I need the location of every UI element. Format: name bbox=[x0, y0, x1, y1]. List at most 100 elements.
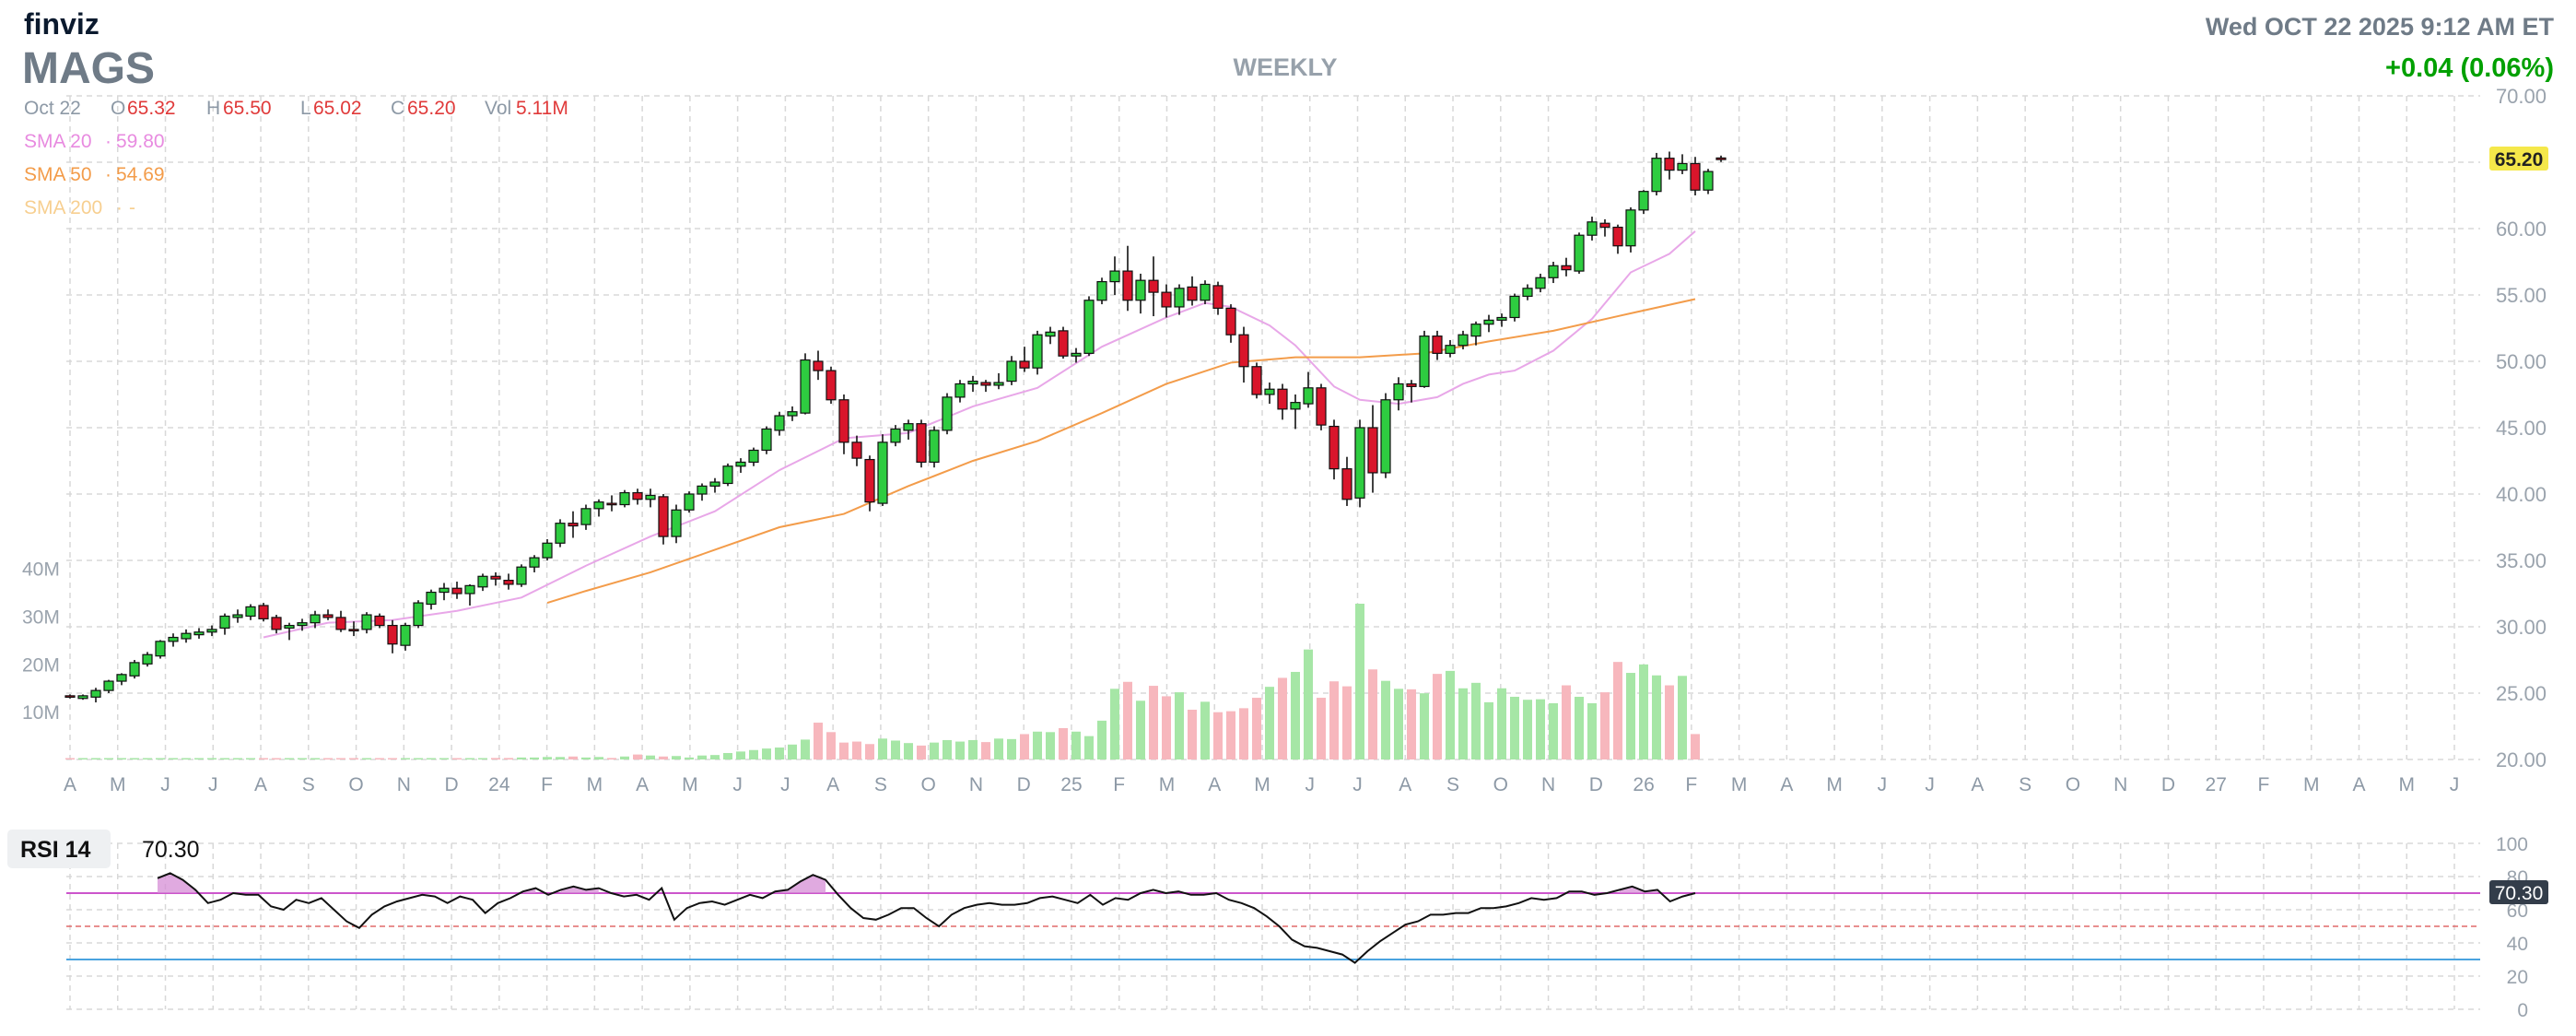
rsi-tick-label: 0 bbox=[2517, 1000, 2528, 1021]
candle-body bbox=[1496, 316, 1507, 321]
candle-body bbox=[838, 399, 849, 443]
rsi-value-tag-box bbox=[2489, 880, 2548, 904]
volume-bar bbox=[1265, 687, 1274, 759]
volume-bar bbox=[839, 742, 849, 759]
time-tick-label: N bbox=[397, 774, 411, 795]
candle-body bbox=[297, 622, 308, 627]
volume-bar bbox=[1071, 731, 1081, 759]
datetime-label: Wed OCT 22 2025 9:12 AM ET bbox=[2206, 13, 2555, 41]
candle-body bbox=[1445, 345, 1456, 354]
volume-bar bbox=[310, 758, 320, 759]
candle-body bbox=[90, 689, 101, 698]
time-tick-label: J bbox=[1925, 774, 1935, 795]
candle-body bbox=[1109, 270, 1120, 283]
time-tick-label: N bbox=[969, 774, 983, 795]
volume-bar bbox=[259, 758, 268, 759]
volume-bar bbox=[1407, 689, 1416, 759]
volume-bar bbox=[1497, 688, 1506, 759]
candle-body bbox=[1200, 283, 1211, 301]
volume-bar bbox=[181, 758, 191, 759]
candle-body bbox=[864, 458, 875, 503]
rsi-label[interactable]: RSI 14 bbox=[20, 837, 91, 863]
last-price-tag: 65.20 bbox=[2489, 147, 2548, 171]
rsi-label-box[interactable] bbox=[7, 830, 111, 868]
volume-bar bbox=[1097, 720, 1107, 759]
candle-body bbox=[1380, 399, 1391, 474]
time-tick-label: M bbox=[1731, 774, 1748, 795]
candle-body bbox=[1135, 279, 1146, 301]
candle-body bbox=[606, 502, 617, 506]
time-tick-label: S bbox=[302, 774, 315, 795]
volume-bar bbox=[736, 751, 745, 759]
volume-bar bbox=[233, 758, 242, 759]
volume-bar bbox=[620, 756, 629, 759]
timeframe-label[interactable]: WEEKLY bbox=[1233, 53, 1337, 81]
candle-body bbox=[1470, 324, 1481, 337]
candle-body bbox=[1612, 226, 1623, 247]
price-grid bbox=[66, 95, 2480, 760]
candle-body bbox=[258, 605, 269, 619]
volume-bar bbox=[117, 758, 126, 759]
candle-body bbox=[942, 396, 953, 431]
volume-bar bbox=[1381, 680, 1390, 759]
candle-body bbox=[168, 636, 179, 642]
candle-body bbox=[1264, 388, 1275, 395]
volume-bar bbox=[1420, 693, 1429, 759]
volume-bar bbox=[220, 758, 229, 759]
candle-body bbox=[1225, 307, 1236, 336]
volume-bar bbox=[504, 758, 513, 759]
high-value: 65.50 bbox=[223, 98, 272, 119]
candle-body bbox=[1367, 427, 1378, 474]
candle-body bbox=[1303, 387, 1314, 405]
sma200-label[interactable]: SMA 200 bbox=[24, 197, 102, 218]
volume-bar bbox=[78, 758, 88, 759]
rsi-overbought-area bbox=[775, 875, 826, 893]
volume-bar bbox=[1484, 701, 1493, 759]
candle-body bbox=[1625, 209, 1636, 247]
candle-body bbox=[1535, 277, 1546, 289]
sma50-line bbox=[546, 298, 1696, 605]
time-tick-label: J bbox=[208, 774, 218, 795]
time-tick-label: O bbox=[921, 774, 936, 795]
candle-body bbox=[1058, 330, 1069, 357]
rsi-value-tag: 70.30 bbox=[2495, 883, 2544, 904]
candle-body bbox=[400, 624, 411, 646]
sma50-label[interactable]: SMA 50 bbox=[24, 164, 92, 185]
candle-body bbox=[451, 587, 463, 595]
candle-body bbox=[580, 508, 591, 525]
volume-bar bbox=[685, 757, 694, 759]
open-label: O bbox=[111, 98, 125, 119]
time-tick-label: 25 bbox=[1060, 774, 1082, 795]
volume-bar bbox=[697, 755, 707, 759]
candle-body bbox=[129, 662, 140, 677]
candle-body bbox=[426, 591, 437, 606]
volume-bar bbox=[943, 739, 952, 759]
ticker-symbol: MAGS bbox=[22, 44, 155, 93]
close-value: 65.20 bbox=[407, 98, 456, 119]
volume-tick-label: 40M bbox=[22, 559, 60, 581]
time-tick-label: A bbox=[2352, 774, 2365, 795]
candlesticks bbox=[64, 151, 1727, 703]
rsi-tick-label: 20 bbox=[2507, 967, 2528, 988]
volume-bar bbox=[336, 758, 345, 759]
volume-bar bbox=[439, 758, 449, 759]
time-tick-label: O bbox=[1493, 774, 1508, 795]
volume-bar bbox=[1226, 711, 1235, 759]
volume-bar bbox=[1691, 734, 1700, 759]
candle-body bbox=[748, 449, 759, 464]
volume-bar bbox=[272, 758, 281, 759]
volume-tick-label: 30M bbox=[22, 606, 60, 628]
candle-body bbox=[761, 428, 772, 452]
volume-bar bbox=[478, 758, 487, 759]
price-tick-label: 25.00 bbox=[2496, 682, 2547, 705]
candle-body bbox=[529, 557, 540, 568]
volume-bar bbox=[1046, 732, 1055, 759]
volume-bar bbox=[852, 741, 861, 759]
low-value: 65.02 bbox=[313, 98, 362, 119]
sma20-label[interactable]: SMA 20 bbox=[24, 131, 92, 152]
volume-bar bbox=[1342, 686, 1352, 759]
rsi-tick-label: 60 bbox=[2507, 901, 2528, 922]
finviz-logo[interactable]: finviz bbox=[24, 7, 100, 41]
open-value: 65.32 bbox=[127, 98, 176, 119]
volume-bar bbox=[762, 748, 771, 759]
